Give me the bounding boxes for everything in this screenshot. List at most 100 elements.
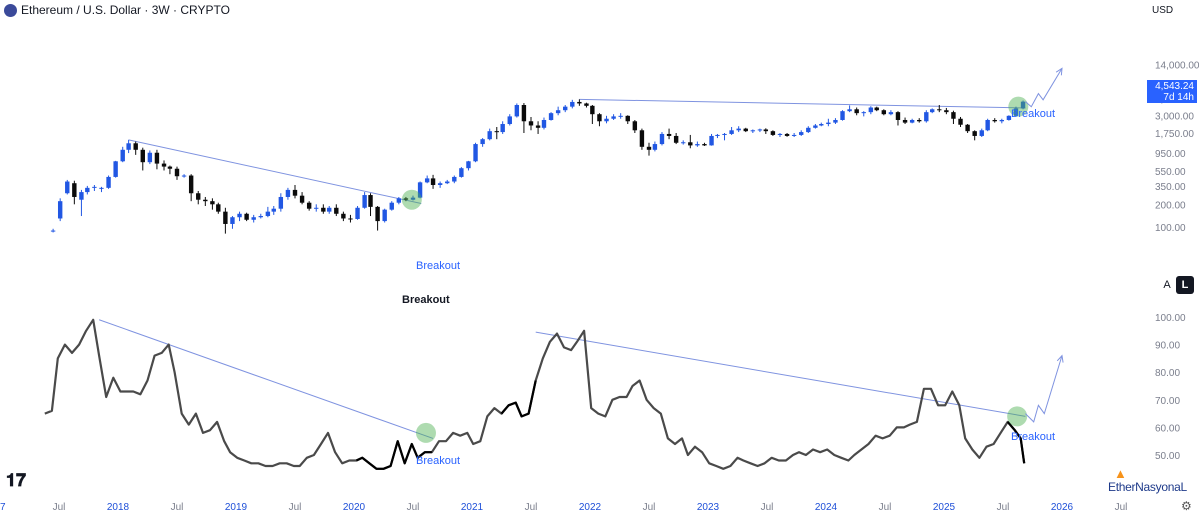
year-tick-label: 2018 — [107, 502, 130, 513]
candle-body — [937, 109, 942, 111]
candle-body — [466, 161, 471, 169]
candle-body — [639, 130, 645, 147]
candle-body — [341, 213, 346, 219]
tradingview-logo-icon[interactable]: 𝟏𝟕 — [6, 470, 27, 490]
rsi-breakout-segment — [1006, 421, 1026, 464]
candle-body — [666, 133, 672, 136]
candle-body — [555, 110, 561, 114]
breakout-label-rsi-2020: Breakout — [416, 455, 460, 467]
candle-body — [445, 181, 450, 184]
candle-body — [362, 195, 367, 208]
price-tick-label: 350.00 — [1155, 182, 1186, 193]
candle-body — [972, 131, 977, 136]
candle-body — [244, 213, 249, 220]
log-scale-button[interactable]: L — [1176, 276, 1194, 294]
candle-body — [389, 202, 394, 210]
month-tick-label: Jul — [643, 502, 656, 513]
candle-body — [930, 109, 935, 113]
watermark: ▲ EtherNasyonaL — [1108, 466, 1196, 494]
candle-body — [924, 112, 929, 122]
candle-body — [632, 121, 638, 131]
auto-scale-button[interactable]: A — [1163, 279, 1171, 291]
year-tick-label: 2020 — [343, 502, 366, 513]
price-trendlines — [128, 98, 1026, 204]
candle-body — [819, 124, 824, 126]
candle-body — [840, 111, 845, 120]
price-projection-arrow — [1025, 68, 1063, 108]
candle-body — [985, 119, 990, 131]
candle-body — [65, 181, 70, 194]
candle-body — [216, 204, 221, 212]
candle-body — [535, 125, 541, 128]
candle-body — [99, 187, 104, 189]
candle-body — [223, 211, 228, 224]
candle-body — [757, 129, 763, 131]
candle-body — [154, 152, 160, 164]
candle-body — [909, 119, 915, 123]
month-tick-label: Jul — [53, 502, 66, 513]
candle-body — [292, 189, 298, 196]
candle-body — [57, 201, 63, 219]
candle-body — [299, 195, 305, 203]
candle-body — [979, 130, 984, 136]
candle-body — [999, 119, 1005, 122]
candle-body — [715, 134, 720, 136]
gear-icon[interactable]: ⚙ — [1181, 499, 1192, 513]
breakout-label-rsi-2025: Breakout — [1011, 431, 1055, 443]
candle-body — [548, 113, 554, 120]
candle-body — [494, 131, 499, 133]
candle-body — [577, 101, 582, 104]
candle-body — [314, 207, 319, 209]
price-tick-label: 14,000.00 — [1155, 61, 1200, 72]
candle-body — [278, 196, 284, 209]
price-candles — [50, 99, 1026, 234]
candle-body — [126, 143, 131, 150]
candle-body — [784, 133, 790, 136]
candle-body — [604, 118, 609, 122]
candle-body — [167, 166, 173, 169]
breakout-marks — [401, 67, 1064, 443]
candle-body — [874, 107, 879, 111]
candle-body — [806, 127, 811, 133]
candle-body — [750, 130, 756, 132]
candle-body — [251, 217, 256, 220]
candle-body — [321, 207, 326, 212]
candle-body — [590, 105, 595, 115]
candle-body — [895, 112, 901, 120]
month-tick-label: Jul — [171, 502, 184, 513]
candle-body — [452, 176, 457, 182]
year-tick-label: 2025 — [933, 502, 956, 513]
price-tick-label: 100.00 — [1155, 223, 1186, 234]
candle-body — [72, 183, 77, 197]
candle-body — [210, 201, 215, 205]
candle-body — [487, 131, 492, 140]
chart-header[interactable]: Ethereum / U.S. Dollar · 3W · CRYPTO — [4, 3, 230, 17]
breakout-label-price-2020: Breakout — [416, 260, 460, 272]
candle-body — [770, 131, 776, 135]
bar-countdown: 7d 14h — [1163, 92, 1194, 103]
price-tick-label: 550.00 — [1155, 167, 1186, 178]
candle-body — [652, 144, 658, 150]
candle-body — [1020, 101, 1026, 109]
candle-body — [1006, 115, 1012, 120]
candle-body — [659, 133, 665, 145]
candle-body — [709, 135, 714, 146]
currency-button[interactable]: USD — [1152, 5, 1174, 16]
price-tick-label: 1,750.00 — [1155, 129, 1194, 140]
candle-body — [437, 183, 443, 185]
rsi-trendline — [98, 319, 434, 439]
candle-body — [120, 149, 125, 162]
candle-body — [965, 124, 970, 132]
candle-body — [271, 208, 276, 212]
candle-body — [1013, 108, 1019, 116]
candle-body — [958, 118, 963, 125]
breakout-highlight — [415, 422, 436, 443]
price-tick-label: 200.00 — [1155, 200, 1186, 211]
breakout-highlight — [401, 189, 422, 210]
last-price-tag: 4,543.24 7d 14h — [1147, 80, 1197, 103]
candle-body — [597, 114, 602, 122]
candle-body — [917, 119, 922, 122]
candle-body — [334, 207, 339, 214]
symbol-title[interactable]: Ethereum / U.S. Dollar · 3W · CRYPTO — [21, 3, 230, 17]
